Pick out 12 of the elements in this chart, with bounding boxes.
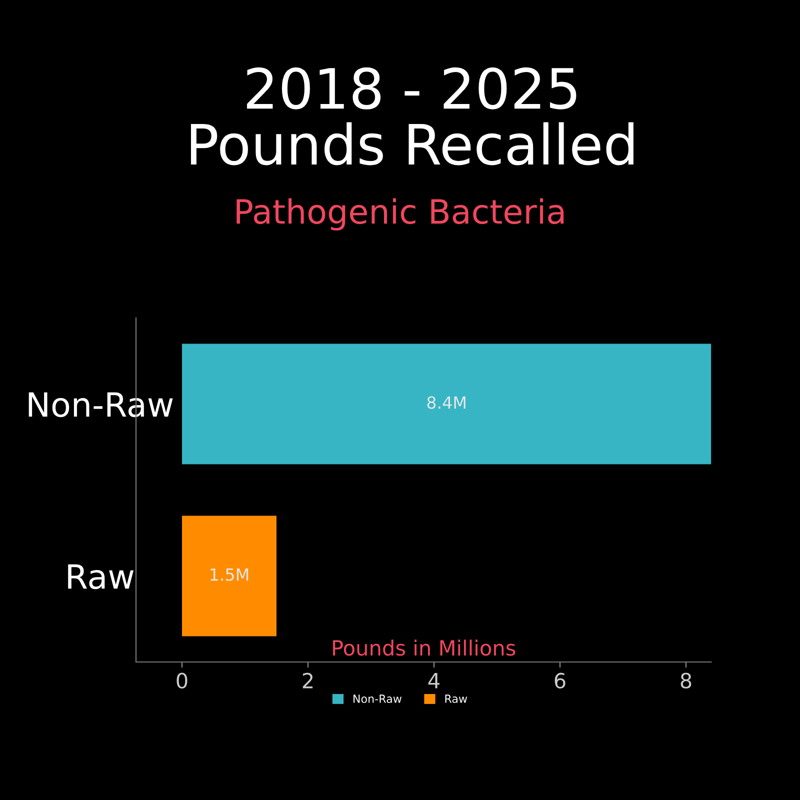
x-tick-label: 6: [554, 672, 566, 689]
x-axis-title: Pounds in Millions: [333, 640, 516, 656]
data-label: 8.4M: [427, 396, 466, 409]
data-label: 1.5M: [210, 568, 248, 581]
x-tick-label: 0: [176, 672, 188, 689]
legend-label: Non-Raw: [354, 694, 402, 703]
x-tick-label: 2: [302, 672, 313, 688]
chart-subtitle: Pathogenic Bacteria: [236, 198, 564, 231]
legend-label: Raw: [445, 694, 468, 703]
chart-title: 2018 - 2025 Pounds Recalled: [190, 67, 634, 166]
x-tick-label: 4: [428, 673, 440, 688]
x-tick-label: 8: [680, 672, 692, 689]
